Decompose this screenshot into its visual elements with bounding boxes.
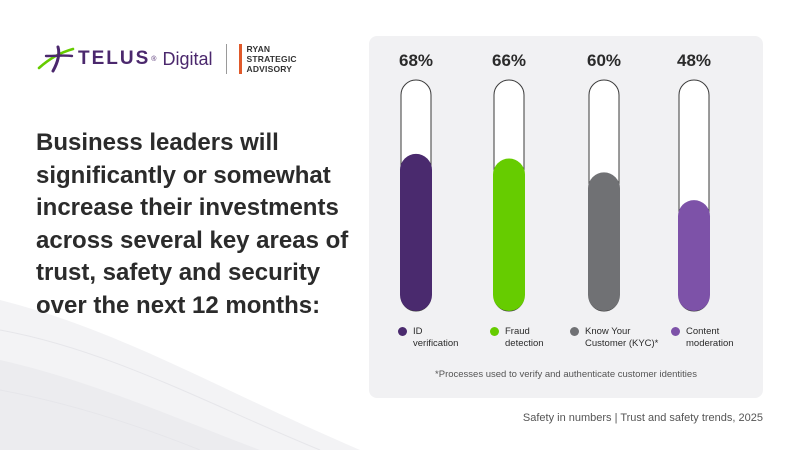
legend-item-2: Fraud detection bbox=[490, 326, 544, 350]
partner-logo: RYAN STRATEGIC ADVISORY bbox=[239, 44, 297, 74]
bar-2 bbox=[493, 158, 525, 311]
bar-4 bbox=[678, 200, 710, 311]
logo-divider bbox=[226, 44, 228, 74]
legend-item-3: Know Your Customer (KYC)* bbox=[570, 326, 658, 350]
brand-trademark: ® bbox=[151, 55, 157, 63]
legend-item-1: ID verification bbox=[398, 326, 458, 350]
telus-logo-icon bbox=[37, 45, 75, 73]
legend-dot-3 bbox=[570, 327, 579, 336]
legend-label-1: ID verification bbox=[413, 326, 459, 349]
bar-1 bbox=[400, 153, 432, 311]
value-label-3: 60% bbox=[587, 51, 621, 70]
partner-logo-line-1: RYAN bbox=[239, 44, 271, 54]
brand-suffix: Digital bbox=[162, 48, 213, 69]
legend-label-3: Know Your Customer (KYC)* bbox=[585, 326, 659, 349]
chart-footnote: *Processes used to verify and authentica… bbox=[435, 369, 697, 380]
legend-dot-4 bbox=[671, 327, 680, 336]
partner-logo-line-3: ADVISORY bbox=[239, 64, 293, 74]
header-logos: TELUS ® Digital RYAN STRATEGIC ADVISORY bbox=[36, 42, 297, 76]
legend-item-4: Content moderation bbox=[671, 326, 734, 350]
headline: Business leaders will significantly or s… bbox=[36, 129, 349, 319]
chart-panel: 68% 66% 60% 48% ID verification Fraud detectio… bbox=[369, 36, 763, 398]
partner-logo-line-2: STRATEGIC bbox=[239, 54, 297, 64]
footer-caption: Safety in numbers | Trust and safety tre… bbox=[522, 412, 763, 424]
brand-name: TELUS bbox=[78, 48, 151, 69]
value-label-2: 66% bbox=[492, 51, 526, 70]
legend-dot-2 bbox=[490, 327, 499, 336]
legend-dot-1 bbox=[398, 327, 407, 336]
bar-3 bbox=[588, 172, 620, 311]
value-label-1: 68% bbox=[399, 51, 433, 70]
legend-label-4: Content moderation bbox=[686, 326, 734, 349]
value-label-4: 48% bbox=[677, 51, 711, 70]
legend-label-2: Fraud detection bbox=[505, 326, 544, 349]
thermometer-chart: 68% 66% 60% 48% bbox=[399, 51, 711, 312]
